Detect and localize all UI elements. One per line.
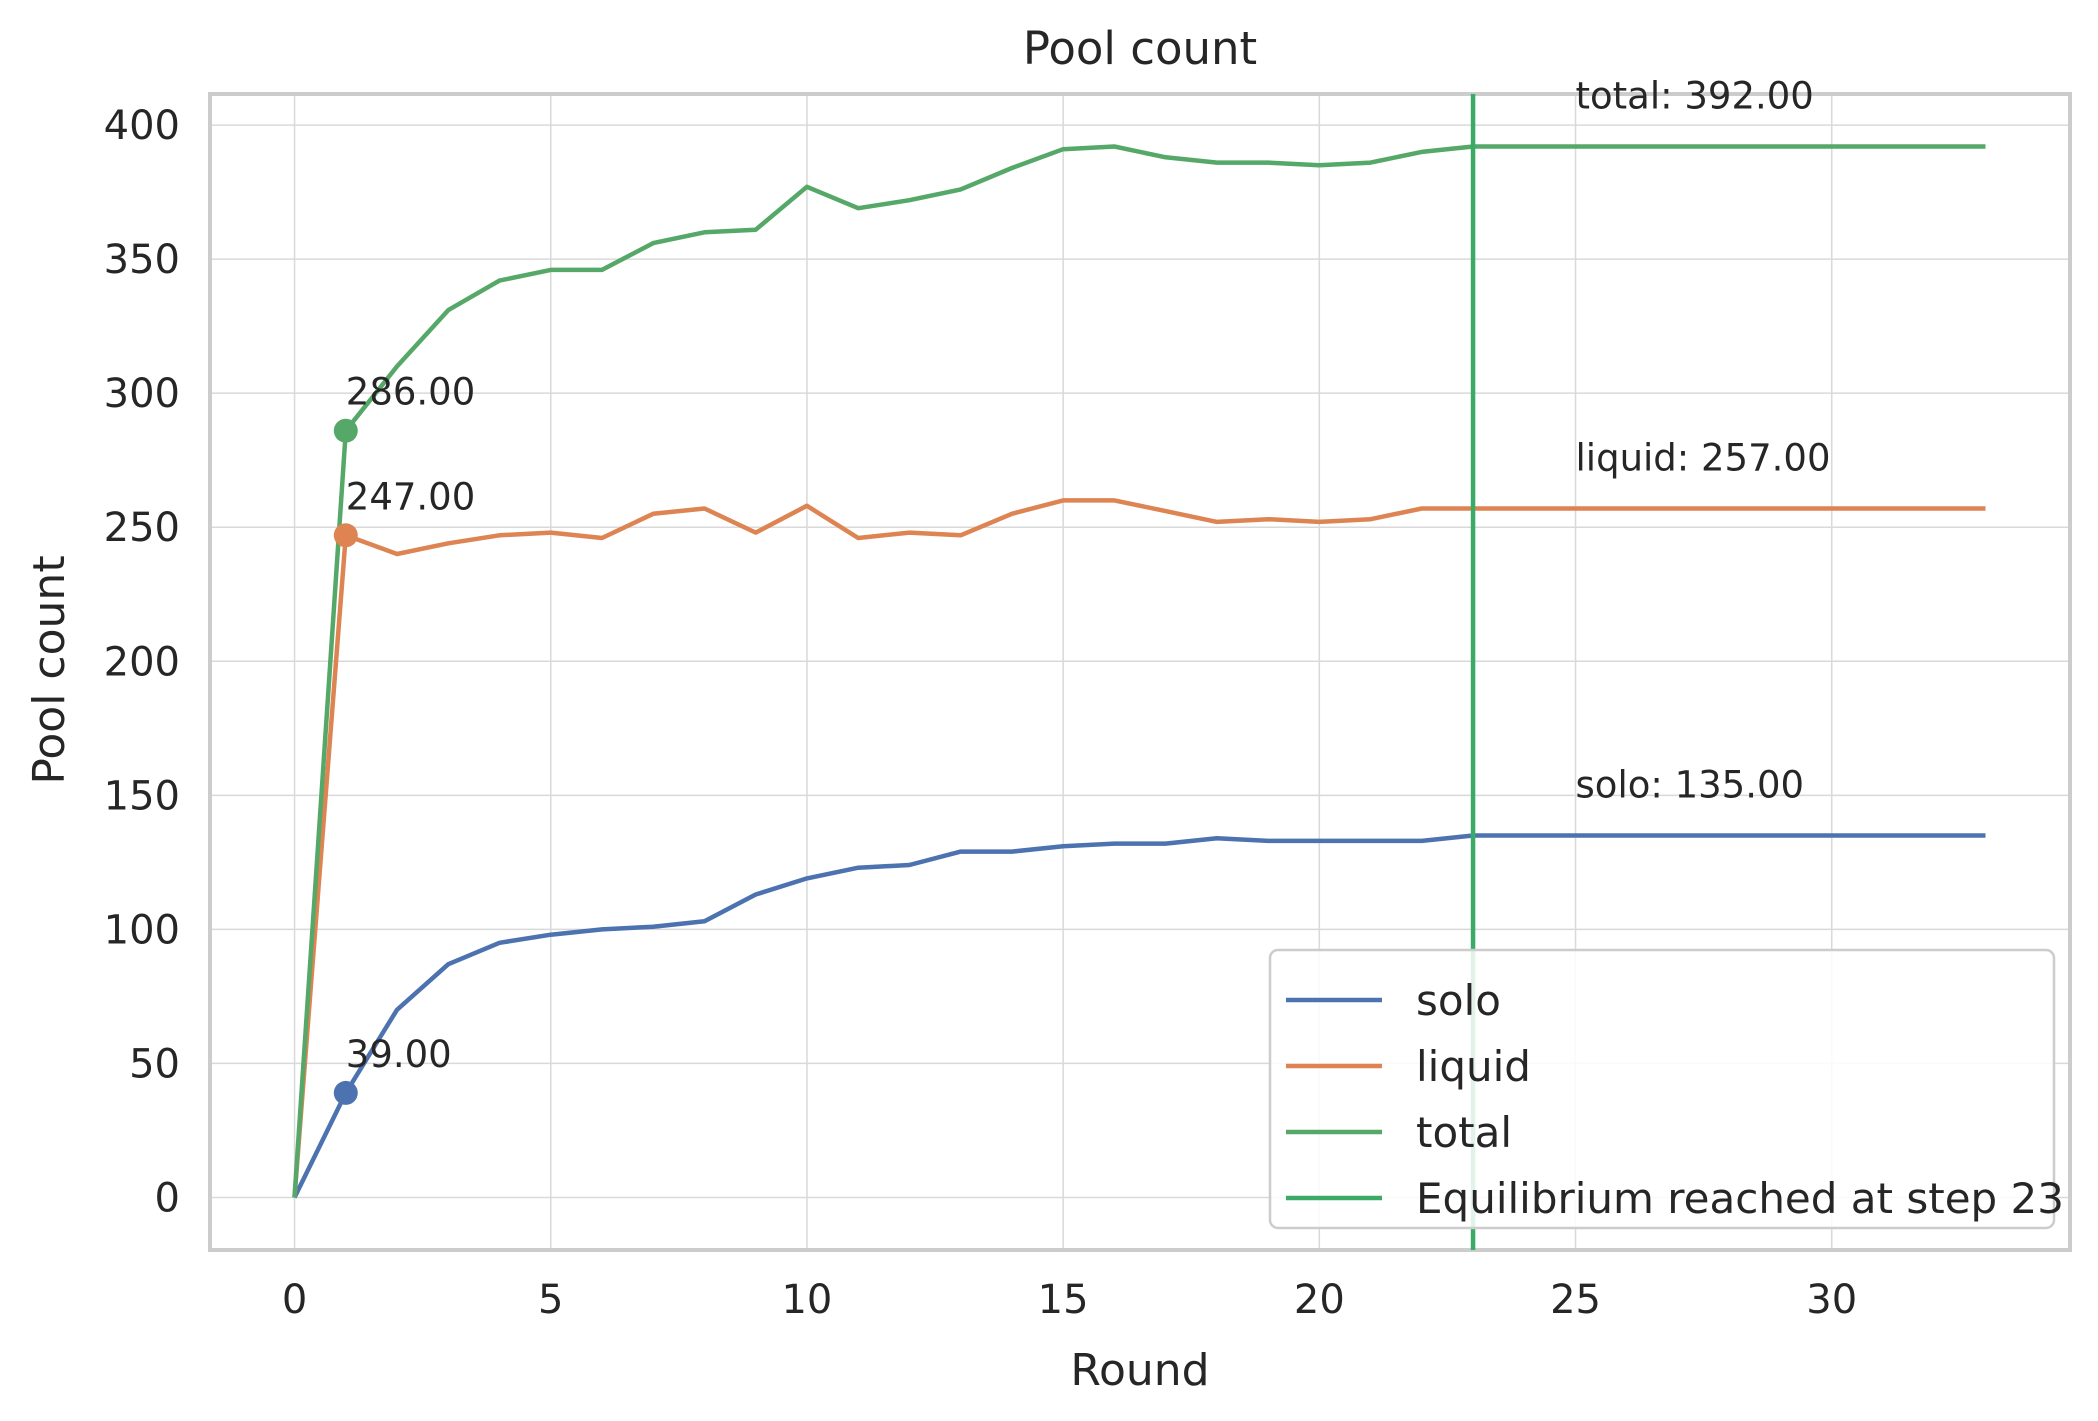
y-axis-label: Pool count <box>24 555 75 784</box>
x-tick-label: 15 <box>1038 1277 1089 1323</box>
legend-label: solo <box>1416 976 1501 1025</box>
legend-label: total <box>1416 1108 1512 1157</box>
marker-solo <box>333 1080 358 1105</box>
series-line-total <box>292 144 1986 1198</box>
legend-box <box>1268 948 2056 1230</box>
y-tick-label: 100 <box>104 907 180 953</box>
x-tick-label: 25 <box>1550 1277 1601 1323</box>
x-tick-label: 5 <box>538 1277 563 1323</box>
y-tick-label: 400 <box>104 103 180 149</box>
y-tick-label: 350 <box>104 237 180 283</box>
chart-title: Pool count <box>1023 22 1257 75</box>
y-tick-label: 150 <box>104 773 180 819</box>
plot-area-frame <box>208 92 2072 1252</box>
end-label-liquid: liquid: 257.00 <box>1576 436 1831 479</box>
marker-label-liquid: 247.00 <box>346 475 475 518</box>
x-tick-label: 10 <box>781 1277 832 1323</box>
marker-liquid <box>333 523 358 548</box>
point-markers: 39.00 247.00 286.00 total: 392.00 liquid: 25… <box>333 75 1831 1105</box>
marker-total <box>333 418 358 443</box>
legend: solo liquid total Equilibrium reached at st… <box>1268 948 2064 1230</box>
y-tick-label: 0 <box>155 1175 180 1221</box>
marker-label-solo: 39.00 <box>346 1033 452 1076</box>
grid-lines <box>210 94 2070 1250</box>
x-tick-label: 0 <box>282 1277 307 1323</box>
end-label-solo: solo: 135.00 <box>1576 764 1805 807</box>
y-tick-label: 300 <box>104 371 180 417</box>
y-tick-label: 50 <box>129 1041 180 1087</box>
x-tick-label: 20 <box>1294 1277 1345 1323</box>
x-axis-label: Round <box>1070 1345 1209 1396</box>
legend-label: liquid <box>1416 1042 1531 1091</box>
marker-label-total: 286.00 <box>346 371 475 414</box>
y-tick-label: 250 <box>104 505 180 551</box>
legend-label: Equilibrium reached at step 23 <box>1416 1174 2064 1223</box>
end-label-total: total: 392.00 <box>1576 75 1814 118</box>
x-tick-label: 30 <box>1806 1277 1857 1323</box>
series-line-liquid <box>292 498 1986 1198</box>
y-tick-label: 200 <box>104 639 180 685</box>
series-line-solo <box>292 833 1986 1199</box>
